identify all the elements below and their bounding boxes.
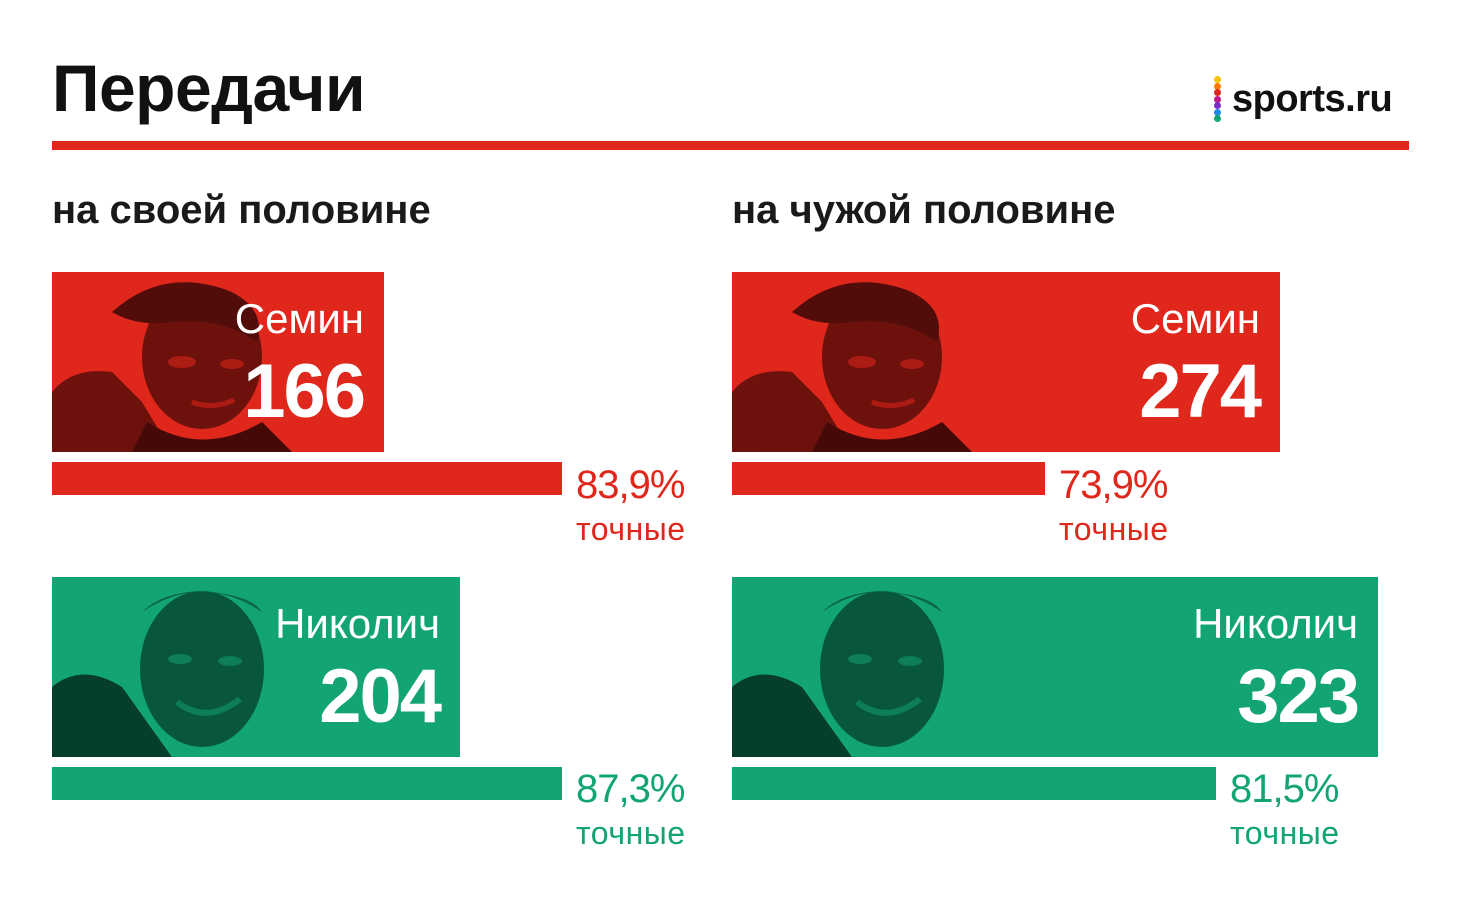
sports-ru-logo: sports.ru (1214, 76, 1414, 124)
logo-dots-icon (1214, 76, 1222, 124)
nikolic-passes-value: 204 (319, 654, 442, 739)
logo-dot (1214, 89, 1221, 96)
logo-dot (1214, 115, 1221, 122)
semin-name-label: Семин (1130, 295, 1260, 342)
semin-own-accuracy-bar (52, 462, 562, 495)
section-title-own-half: на своей половине (52, 188, 431, 232)
semin-own-accuracy-label: точные (576, 511, 686, 547)
semin-name-label: Семин (234, 295, 364, 342)
section-title-opponent-half: на чужой половине (732, 188, 1116, 232)
semin-opponent-accuracy-value: 73,9% (1059, 463, 1168, 507)
semin-passes-value: 274 (1139, 349, 1262, 434)
semin-opponent-half-card: Семин 274 (732, 272, 1280, 452)
semin-own-half-card: Семин 166 (52, 272, 384, 452)
nikolic-photo-icon (732, 591, 944, 757)
semin-own-accuracy-value: 83,9% (576, 463, 685, 507)
nikolic-own-accuracy-label: точные (576, 815, 686, 851)
semin-opponent-accuracy-bar (732, 462, 1045, 495)
semin-photo-icon (732, 282, 972, 452)
title-divider (52, 141, 1409, 150)
nikolic-name-label: Николич (275, 600, 440, 647)
nikolic-opponent-accuracy-label: точные (1230, 815, 1340, 851)
nikolic-opponent-accuracy-value: 81,5% (1230, 767, 1339, 811)
nikolic-own-half-card: Николич 204 (52, 577, 460, 757)
logo-dot (1214, 102, 1221, 109)
logo-text: sports.ru (1232, 78, 1393, 120)
semin-opponent-accuracy-label: точные (1059, 511, 1169, 547)
logo-dot (1214, 95, 1221, 103)
logo-dot (1214, 76, 1221, 83)
nikolic-opponent-half-card: Николич 323 (732, 577, 1378, 757)
nikolic-passes-value: 323 (1237, 654, 1360, 739)
page-title: Передачи (52, 51, 366, 125)
nikolic-own-accuracy-bar (52, 767, 562, 800)
logo-dot (1214, 108, 1221, 116)
nikolic-own-accuracy-value: 87,3% (576, 767, 685, 811)
nikolic-photo-icon (52, 591, 264, 757)
nikolic-name-label: Николич (1193, 600, 1358, 647)
semin-photo-icon (52, 282, 292, 452)
logo-dot (1214, 82, 1221, 90)
semin-passes-value: 166 (243, 349, 366, 434)
nikolic-opponent-accuracy-bar (732, 767, 1216, 800)
